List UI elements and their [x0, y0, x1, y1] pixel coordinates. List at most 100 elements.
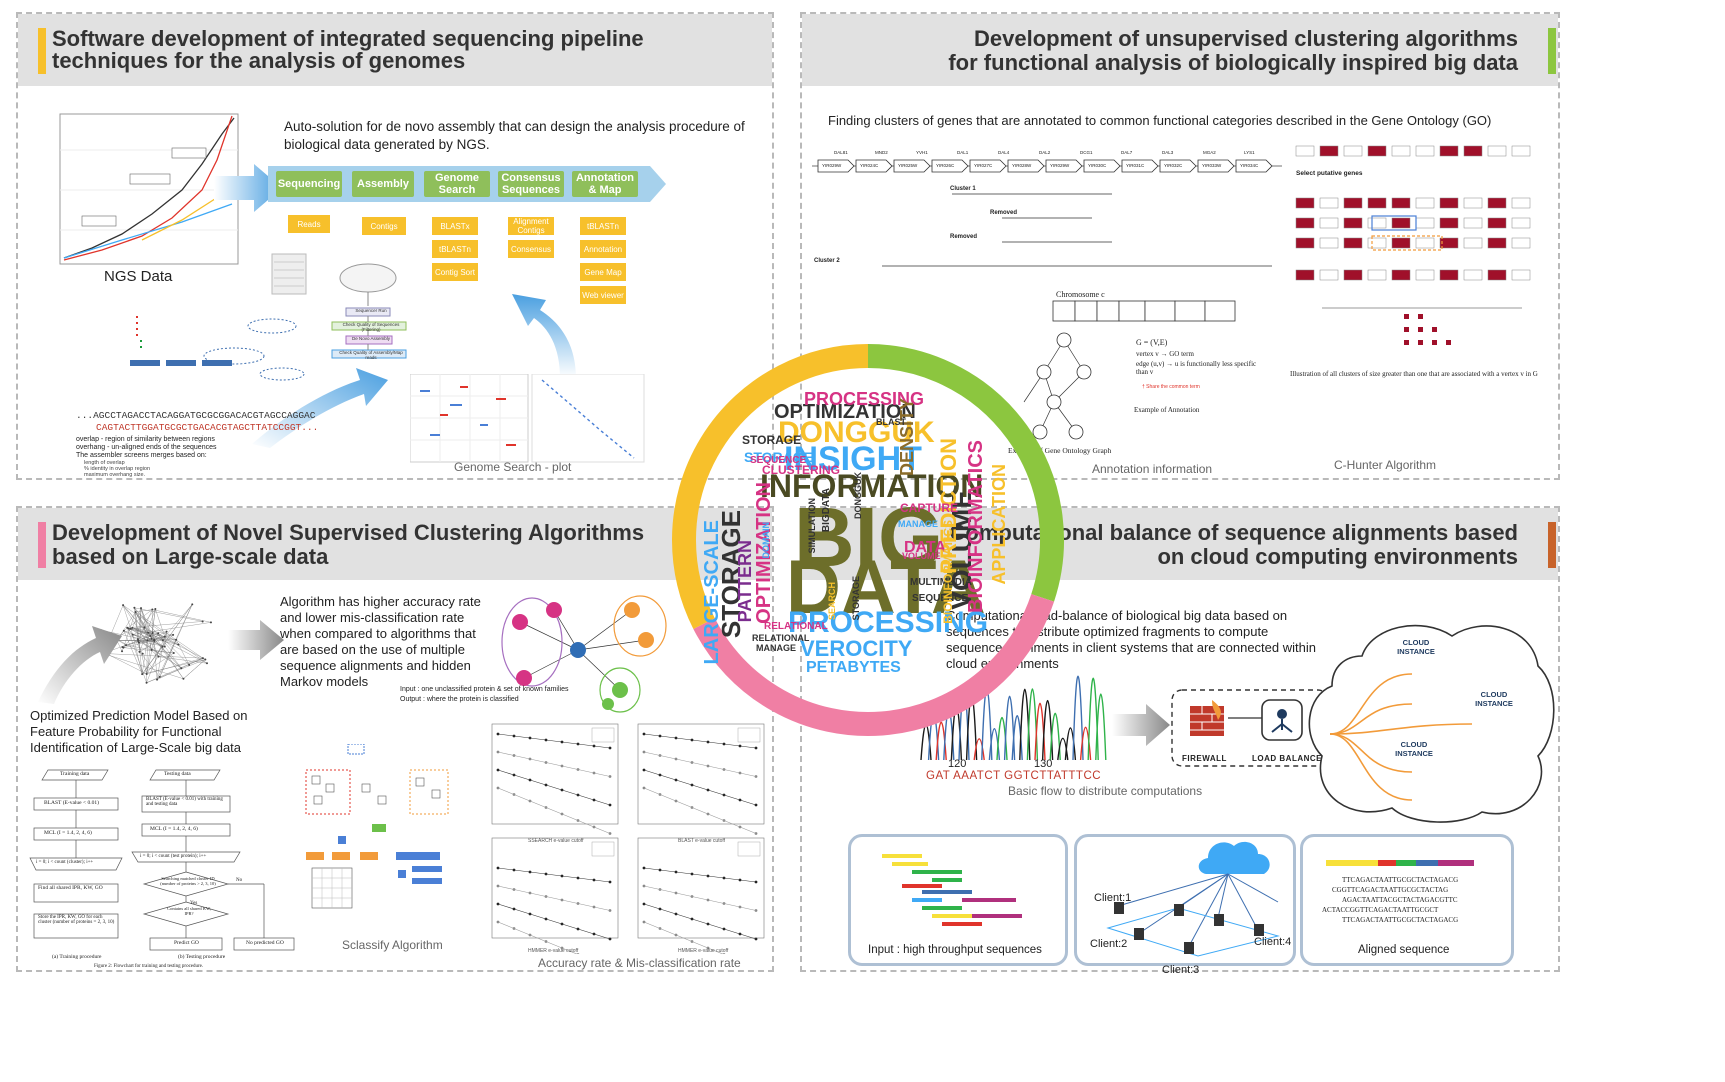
chunter-cell — [1319, 237, 1339, 249]
cluster2-label: Cluster 2 — [814, 258, 840, 264]
panel-title-line-1: Development of Novel Supervised Clusteri… — [52, 520, 645, 545]
panel-unsupervised-clustering: Development of unsupervised clustering a… — [800, 12, 1560, 480]
ring-arc-yellow — [672, 344, 869, 629]
pipeline-consensus: Consensus Sequences — [498, 171, 564, 197]
accuracy-series-line — [643, 885, 757, 911]
accuracy-series-line — [643, 787, 757, 834]
chunter-cell — [1415, 217, 1435, 229]
aligned-seq-0: TTCAGACTAATTGCGCTACTAGACG — [1342, 876, 1459, 884]
word-processing: PROCESSING — [804, 389, 925, 409]
chunter-cell — [1319, 197, 1339, 209]
word-bioinformatics: BIOINFORMATICS — [941, 520, 955, 624]
client-1: Client:1 — [1094, 892, 1132, 904]
chunter-cell — [1295, 269, 1315, 281]
train-step-4: Find all shared IPR, KW, GO — [38, 885, 103, 891]
word-bigdata: BIGDATA — [821, 488, 832, 533]
pipeline-sequencing: Sequencing — [276, 171, 342, 197]
optimized-text: Optimized Prediction Model Based on Feat… — [30, 708, 248, 755]
accuracy-caption: Accuracy rate & Mis-classification rate — [538, 956, 741, 970]
gene-label: YIR027C — [974, 163, 993, 168]
trace-peak — [1095, 693, 1107, 761]
chunter-cell — [1367, 237, 1387, 249]
chunter-cell — [1343, 237, 1363, 249]
blue-arrow-right — [214, 164, 282, 212]
test-step-6: Predict GO — [174, 940, 199, 946]
gene-box — [969, 159, 1007, 173]
chunter-cell — [1415, 145, 1435, 157]
chunter-cell — [1463, 269, 1483, 281]
chunter-cell — [1439, 197, 1459, 209]
chunter-cell — [1487, 269, 1507, 281]
genome-search-caption: Genome Search - plot — [454, 460, 572, 474]
gene-box — [1159, 159, 1197, 173]
no-label: No — [236, 878, 243, 883]
accent-bar — [38, 522, 46, 568]
word-storage: STORAGE — [744, 449, 813, 465]
word-optimization: OPTIMIZATION — [774, 401, 916, 423]
trace-peak — [1049, 712, 1061, 761]
word-information: INFORMATION — [760, 468, 984, 504]
gene-row — [812, 159, 1282, 267]
ring-arc-pink — [693, 594, 1055, 736]
chromosome-label: Chromosome c — [1056, 290, 1105, 299]
workflow-diagram — [271, 253, 407, 359]
overlap-def: overlap - region of similarity between r… — [76, 436, 215, 443]
word-insight: INSIGHT — [784, 440, 922, 478]
accuracy-series-line — [497, 885, 611, 911]
gene-top-label: MND2 — [875, 150, 888, 155]
word-domain: DOMAIN — [761, 522, 771, 559]
chunter-cell — [1319, 217, 1339, 229]
aligned-seq-4: TTCAGACTAATTGCGCTACTAGACG — [1342, 916, 1459, 924]
chunter-cell — [1391, 217, 1411, 229]
accent-bar — [1548, 28, 1556, 74]
accuracy-series-line — [643, 867, 757, 883]
finding-clusters-text: Finding clusters of genes that are annot… — [828, 113, 1492, 128]
chunter-cell — [1367, 269, 1387, 281]
word-big: BIG — [794, 490, 944, 584]
word-data: DATA — [904, 539, 947, 556]
chunter-cell — [1295, 217, 1315, 229]
train-step-5: Store the IPR, KW, GO for each cluster (… — [38, 915, 115, 925]
flow-step-0: Sequencer Run — [355, 308, 387, 313]
pipeline-genome-search: Genome Search — [424, 171, 490, 197]
gene-box — [1083, 159, 1121, 173]
test-step-4: Searching matched cluster ID (number of … — [160, 876, 216, 886]
chunter-cell — [1463, 237, 1483, 249]
client-2: Client:2 — [1090, 938, 1128, 950]
chunter-cell — [1295, 197, 1315, 209]
sclassify-diagram — [305, 744, 449, 909]
chunter-cell — [1295, 145, 1315, 157]
go-graph — [1023, 332, 1092, 440]
chunter-cell — [1343, 217, 1363, 229]
trace-peak — [973, 738, 985, 761]
aligned-colorbar — [1326, 860, 1474, 866]
gene-box — [931, 159, 969, 173]
chunter-cell — [1511, 145, 1531, 157]
word-density: DENSITY — [897, 398, 917, 477]
accuracy-series-line — [643, 921, 724, 954]
cluster-table — [1322, 307, 1522, 345]
panel-title-line-1: Development of unsupervised clustering a… — [974, 26, 1518, 51]
training-flowchart — [29, 769, 295, 951]
chunter-cell — [1415, 269, 1435, 281]
ring — [672, 344, 1064, 736]
chunter-cell — [1511, 237, 1531, 249]
vertex-def: vertex v → GO term — [1136, 350, 1194, 358]
seq-line-2: CAGTACTTGGATGCGCTGACACGTAGCTTATCCGGT... — [96, 422, 319, 433]
accuracy-series-line — [497, 921, 578, 954]
algorithm-text: Algorithm has higher accuracy rate and l… — [280, 594, 481, 689]
chunter-cell — [1463, 197, 1483, 209]
load-balancer-label: LOAD BALANCER — [1252, 754, 1329, 763]
word-relational: RELATIONAL — [764, 621, 828, 632]
gene-top-label: DAL1 — [957, 150, 969, 155]
criteria-1: % identity in overlap region — [84, 466, 151, 472]
word-pattern: PATTERN — [735, 540, 755, 623]
word-dongguk: DONGGUK — [853, 472, 863, 519]
word-dongguk: DONGGUK — [778, 416, 935, 449]
word-simulation: SIMULATION — [807, 498, 817, 554]
test-step-3: i = 0; i < count (test protein); i++ — [140, 854, 207, 859]
output-text: Output : where the protein is classified — [400, 696, 519, 703]
select-putative-genes: Select putative genes — [1296, 170, 1363, 177]
accuracy-series-line — [497, 903, 611, 940]
clients-network — [1106, 841, 1280, 957]
